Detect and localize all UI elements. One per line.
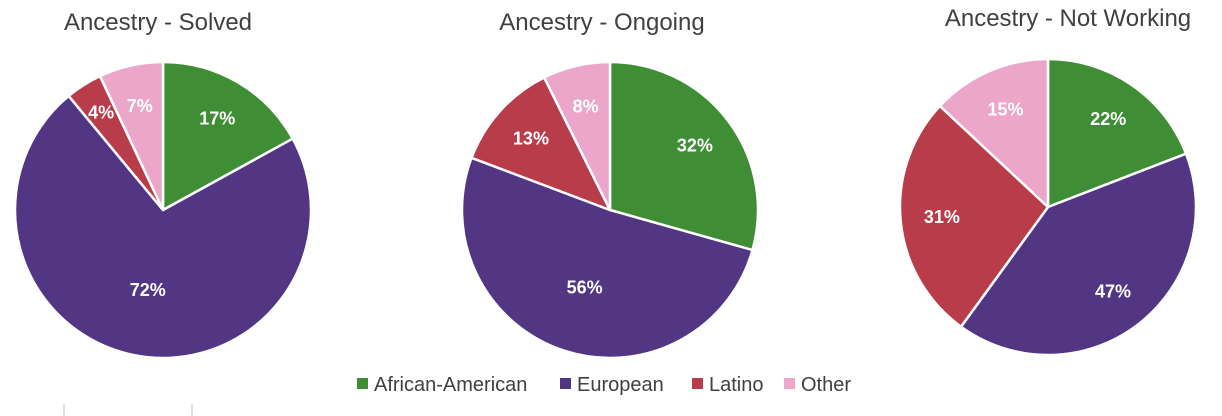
slice-label-european: 56% bbox=[567, 277, 603, 297]
slice-label-african-american: 32% bbox=[677, 136, 713, 156]
pie-slice-african-american bbox=[1046, 57, 1188, 209]
legend-label-european: European bbox=[577, 374, 664, 396]
legend: African-American European Latino Other bbox=[357, 374, 851, 396]
legend-label-latino: Latino bbox=[709, 374, 764, 396]
pie-chart-3: Ancestry - Not Working 22% 47% 31% 15% bbox=[898, 5, 1198, 357]
legend-label-other: Other bbox=[801, 374, 851, 396]
legend-swatch-european bbox=[560, 378, 571, 389]
slice-label-latino: 4% bbox=[88, 103, 114, 123]
pie-slice-european bbox=[13, 94, 313, 360]
legend-swatch-latino bbox=[692, 378, 703, 389]
pie-title: Ancestry - Ongoing bbox=[499, 9, 704, 36]
pie-title: Ancestry - Not Working bbox=[945, 5, 1191, 32]
pie-slice-latino bbox=[898, 104, 1050, 328]
slice-label-african-american: 17% bbox=[199, 108, 235, 128]
legend-swatch-other bbox=[784, 378, 795, 389]
pie-slice-latino bbox=[470, 76, 612, 212]
pie-slice-other bbox=[542, 60, 612, 212]
pie-slice-other bbox=[98, 60, 165, 212]
legend-label-african-american: African-American bbox=[374, 374, 527, 396]
pie-slice-african-american bbox=[608, 60, 760, 252]
slice-label-latino: 13% bbox=[513, 129, 549, 149]
legend-swatch-african-american bbox=[357, 378, 368, 389]
pie-slice-other bbox=[938, 57, 1050, 209]
slice-label-other: 8% bbox=[573, 96, 599, 116]
pie-slice-african-american bbox=[161, 60, 294, 212]
pie-title: Ancestry - Solved bbox=[64, 9, 252, 36]
slice-label-european: 72% bbox=[130, 280, 166, 300]
slice-label-other: 7% bbox=[127, 96, 153, 116]
slice-label-other: 15% bbox=[988, 99, 1024, 119]
slice-label-african-american: 22% bbox=[1090, 109, 1126, 129]
pie-slice-european bbox=[460, 156, 754, 360]
pie-chart-1: Ancestry - Solved 17% 72% 4% 7% bbox=[13, 9, 313, 360]
pie-chart-2: Ancestry - Ongoing 32% 56% 13% 8% bbox=[460, 9, 760, 360]
slice-label-european: 47% bbox=[1095, 281, 1131, 301]
slice-label-latino: 31% bbox=[924, 207, 960, 227]
pie-slice-european bbox=[959, 152, 1198, 357]
